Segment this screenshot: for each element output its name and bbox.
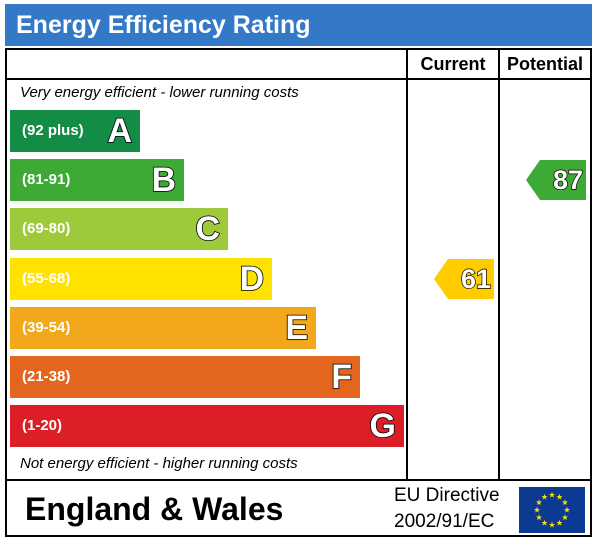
- rating-band-a: (92 plus) A: [10, 110, 140, 152]
- flag-star-icon: [563, 506, 571, 513]
- flag-star-icon: [535, 499, 543, 506]
- column-header-current: Current: [420, 54, 486, 74]
- chart-frame: [5, 48, 592, 537]
- band-letter-label: D: [239, 259, 265, 299]
- band-letter-label: E: [285, 308, 309, 348]
- rating-band-f: (21-38) F: [10, 356, 360, 398]
- column-header-potential: Potential: [506, 54, 583, 74]
- header-row-divider: [5, 78, 592, 80]
- band-range-label: (69-80): [22, 220, 71, 238]
- rating-band-g: (1-20) G: [10, 405, 404, 448]
- flag-star-icon: [561, 514, 569, 521]
- rating-band-e: (39-54) E: [10, 306, 316, 349]
- flag-star-icon: [541, 519, 548, 526]
- region-label: England & Wales: [25, 491, 284, 527]
- divider-potential: [498, 48, 500, 481]
- directive-line-2: 2002/91/EC: [394, 511, 495, 532]
- caption-inefficient: Not energy efficient - higher running co…: [20, 455, 298, 472]
- flag-star-icon: [535, 514, 543, 521]
- band-range-label: (1-20): [22, 417, 63, 435]
- band-range-label: (92 plus): [22, 122, 84, 139]
- flag-star-icon: [541, 493, 548, 500]
- flag-star-icon: [548, 491, 556, 498]
- eu-flag-icon: [519, 487, 585, 533]
- potential-arrow-shape: [526, 160, 586, 201]
- current-rating-arrow: 61: [434, 258, 494, 299]
- divider-current: [406, 48, 408, 481]
- potential-rating-value: 87: [552, 164, 583, 196]
- rating-band-c: (69-80) C: [10, 208, 228, 251]
- rating-band-b: (81-91) B: [10, 159, 184, 202]
- band-range-label: (21-38): [22, 368, 71, 385]
- flag-star-icon: [533, 506, 541, 513]
- flag-star-icon: [556, 493, 563, 500]
- band-letter-label: F: [330, 357, 352, 397]
- caption-efficient: Very energy efficient - lower running co…: [20, 84, 299, 101]
- chart-title: Energy Efficiency Rating: [5, 4, 592, 46]
- potential-rating-arrow: 87: [526, 160, 586, 201]
- band-letter-label: B: [151, 160, 177, 200]
- flag-star-icon: [548, 521, 556, 528]
- footer-row-divider: [5, 479, 592, 481]
- flag-star-icon: [556, 519, 563, 526]
- band-range-label: (81-91): [22, 171, 71, 189]
- band-range-label: (39-54): [22, 318, 71, 336]
- band-letter-label: A: [107, 111, 133, 151]
- band-letter-label: C: [195, 210, 221, 250]
- flag-star-icon: [561, 499, 569, 506]
- band-range-label: (55-68): [22, 269, 71, 287]
- rating-band-d: (55-68) D: [10, 257, 272, 300]
- current-rating-value: 61: [460, 263, 491, 294]
- directive-line-1: EU Directive: [394, 485, 500, 506]
- current-arrow-shape: [434, 258, 494, 299]
- band-letter-label: G: [369, 406, 397, 446]
